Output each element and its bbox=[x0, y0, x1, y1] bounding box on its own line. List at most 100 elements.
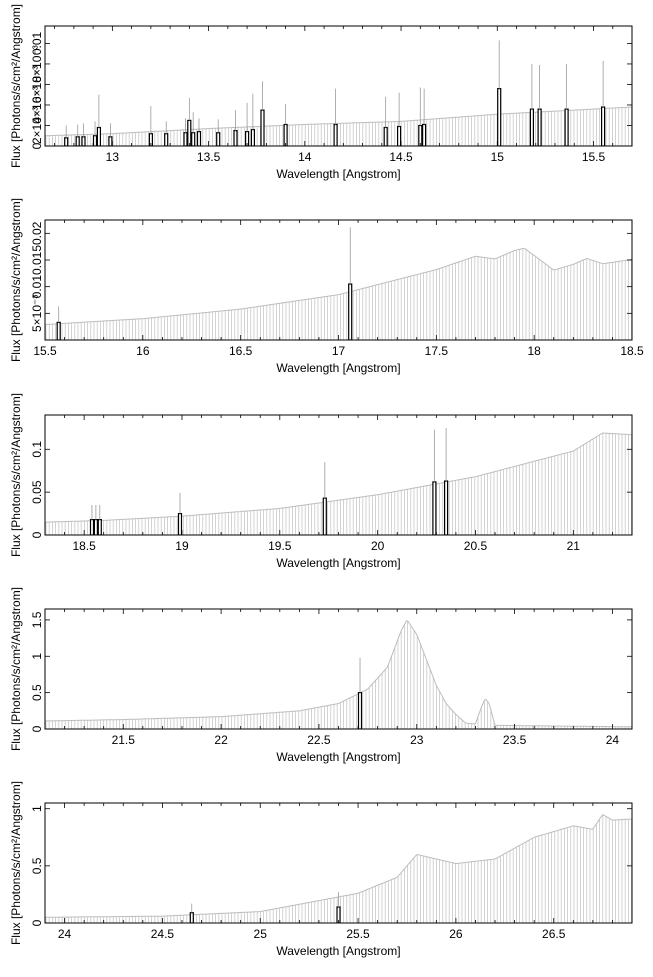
y-tick-label: 0.015 bbox=[30, 245, 44, 275]
y-tick-label: 1 bbox=[30, 653, 44, 660]
x-tick-label: 24 bbox=[606, 733, 620, 747]
line-bar bbox=[333, 123, 338, 146]
x-axis-label: Wavelength [Angstrom] bbox=[276, 750, 400, 764]
line-bar bbox=[75, 136, 80, 146]
x-tick-label: 26.5 bbox=[542, 927, 566, 941]
continuum-bins bbox=[45, 433, 632, 535]
y-axis-label: Flux [Photons/s/cm²/Angstrom] bbox=[9, 781, 23, 945]
line-bar bbox=[189, 912, 194, 923]
y-tick-label: 2×10⁻³ bbox=[30, 107, 44, 144]
plot-area bbox=[45, 620, 632, 729]
x-tick-label: 18.5 bbox=[620, 344, 644, 358]
line-bar bbox=[383, 126, 388, 146]
line-bar bbox=[564, 108, 569, 146]
line-bar bbox=[216, 132, 221, 146]
y-tick-label: 0.5 bbox=[30, 684, 44, 701]
y-tick-label: 0.1 bbox=[30, 441, 44, 458]
line-bar bbox=[81, 136, 86, 146]
x-tick-label: 24 bbox=[58, 927, 72, 941]
x-tick-label: 19.5 bbox=[268, 539, 292, 553]
line-bar bbox=[432, 481, 437, 535]
line-bar bbox=[64, 137, 69, 146]
y-tick-label: 0.01 bbox=[30, 275, 44, 299]
x-tick-label: 13.5 bbox=[197, 150, 221, 164]
line-bar bbox=[283, 123, 288, 146]
line-bar bbox=[357, 691, 363, 729]
x-tick-label: 23 bbox=[410, 733, 424, 747]
y-tick-label: 0.05 bbox=[30, 480, 44, 504]
continuum-outline bbox=[45, 247, 632, 325]
x-tick-label: 24.5 bbox=[151, 927, 175, 941]
panel-4: 21.5 22 22.5 23 23.5 24 0 0.5 1 1.5 Wavelength [An… bbox=[9, 587, 633, 764]
x-axis-label: Wavelength [Angstrom] bbox=[276, 167, 400, 181]
y-tick-label: 0 bbox=[30, 142, 44, 149]
y-axis-label: Flux [Photons/s/cm²/Angstrom] bbox=[9, 198, 23, 362]
y-tick-label: 1 bbox=[30, 805, 44, 812]
x-tick-label: 23.5 bbox=[503, 733, 527, 747]
y-tick-label: 4×10⁻³ bbox=[30, 86, 44, 123]
x-tick-label: 21 bbox=[567, 539, 581, 553]
continuum-bins bbox=[45, 107, 632, 146]
x-tick-label: 22.5 bbox=[307, 733, 331, 747]
line-bar bbox=[191, 132, 196, 146]
line-bar bbox=[196, 131, 202, 146]
line-bar bbox=[348, 283, 353, 340]
line-bar bbox=[250, 129, 255, 146]
line-bar bbox=[177, 512, 183, 535]
x-axis-label: Wavelength [Angstrom] bbox=[276, 361, 400, 375]
line-bar bbox=[93, 518, 99, 535]
line-bar bbox=[56, 321, 61, 340]
plot-frame bbox=[44, 414, 633, 536]
y-tick-label: 0.01 bbox=[30, 31, 44, 55]
x-tick-label: 20 bbox=[371, 539, 385, 553]
panel-5: 24 24.5 25 25.5 26 26.5 0 0.5 1 Wavelength [Angst… bbox=[9, 781, 633, 958]
plot-area bbox=[45, 427, 632, 535]
x-tick-label: 25 bbox=[254, 927, 268, 941]
y-tick-label: 0 bbox=[30, 531, 44, 538]
y-tick-label: 0.5 bbox=[30, 857, 44, 874]
continuum-bins bbox=[45, 248, 632, 340]
line-bar bbox=[260, 109, 265, 146]
y-tick-label: 6×10⁻³ bbox=[30, 66, 44, 103]
y-tick-label: 5×10⁻³ bbox=[30, 295, 44, 332]
x-tick-label: 14.5 bbox=[389, 150, 413, 164]
x-tick-label: 21.5 bbox=[112, 733, 136, 747]
x-tick-label: 16 bbox=[136, 344, 150, 358]
line-bar bbox=[497, 87, 502, 146]
continuum-bins bbox=[45, 620, 632, 729]
x-tick-label: 17.5 bbox=[425, 344, 449, 358]
line-bar bbox=[418, 124, 423, 146]
line-bar bbox=[529, 108, 535, 146]
y-tick-label: 0 bbox=[30, 725, 44, 732]
line-bar bbox=[422, 123, 427, 146]
line-bar bbox=[322, 497, 327, 535]
y-tick-label: 8×10⁻³ bbox=[30, 45, 44, 82]
y-axis-label: Flux [Photons/s/cm²/Angstrom] bbox=[9, 587, 23, 751]
line-bar bbox=[600, 106, 606, 146]
panel-1: 13 13.5 14 14.5 15 15.5 02×10⁻³4×10⁻³6×10⁻³8×1… bbox=[9, 4, 633, 181]
line-bar bbox=[108, 136, 113, 146]
continuum-outline bbox=[45, 620, 632, 728]
x-tick-label: 18.5 bbox=[72, 539, 96, 553]
y-tick-label: 0.02 bbox=[30, 221, 44, 245]
plot-frame bbox=[44, 25, 633, 147]
continuum-bins bbox=[45, 814, 632, 923]
x-tick-label: 15 bbox=[491, 150, 505, 164]
x-tick-label: 15.5 bbox=[582, 150, 606, 164]
x-tick-label: 13 bbox=[106, 150, 120, 164]
x-tick-label: 25.5 bbox=[346, 927, 370, 941]
continuum-outline bbox=[45, 106, 632, 137]
line-bar bbox=[187, 119, 192, 146]
x-axis-label: Wavelength [Angstrom] bbox=[276, 944, 400, 958]
line-bar bbox=[89, 518, 95, 535]
y-axis-label: Flux [Photons/s/cm²/Angstrom] bbox=[9, 393, 23, 557]
plot-frame bbox=[44, 608, 633, 730]
continuum-outline bbox=[45, 432, 632, 523]
x-tick-label: 26 bbox=[449, 927, 463, 941]
plot-area bbox=[45, 40, 632, 146]
plot-frame bbox=[44, 219, 633, 341]
line-bar bbox=[537, 108, 542, 146]
line-bar bbox=[164, 133, 169, 146]
y-tick-label: 0 bbox=[30, 919, 44, 926]
